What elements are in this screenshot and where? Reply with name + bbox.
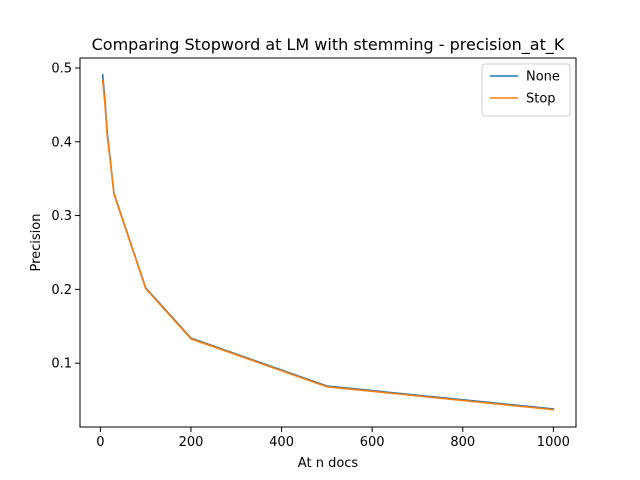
x-axis-label: At n docs — [298, 456, 359, 471]
x-tick-label: 600 — [360, 435, 385, 450]
legend: None Stop — [481, 63, 571, 117]
y-tick-label: 0.1 — [51, 357, 72, 372]
x-axis: 0 200 400 600 800 1000 — [96, 427, 570, 450]
chart-title: Comparing Stopword at LM with stemming -… — [92, 35, 565, 55]
y-tick-label: 0.2 — [51, 283, 72, 298]
x-tick-label: 200 — [179, 435, 204, 450]
legend-label-stop: Stop — [526, 92, 556, 107]
axes-frame — [79, 57, 577, 428]
x-tick-label: 1000 — [537, 435, 570, 450]
y-tick-label: 0.3 — [51, 209, 72, 224]
x-tick-label: 0 — [96, 435, 104, 450]
y-tick-label: 0.5 — [51, 61, 72, 76]
x-tick-label: 400 — [269, 435, 294, 450]
y-tick-label: 0.4 — [51, 135, 72, 150]
legend-box — [481, 63, 571, 117]
series-lines — [101, 73, 555, 411]
legend-label-none: None — [526, 70, 560, 85]
y-axis: 0.1 0.2 0.3 0.4 0.5 — [51, 61, 80, 372]
plot-area — [79, 57, 577, 428]
y-axis-label: Precision — [29, 213, 44, 271]
x-tick-label: 800 — [450, 435, 475, 450]
series-line-stop — [101, 79, 555, 411]
